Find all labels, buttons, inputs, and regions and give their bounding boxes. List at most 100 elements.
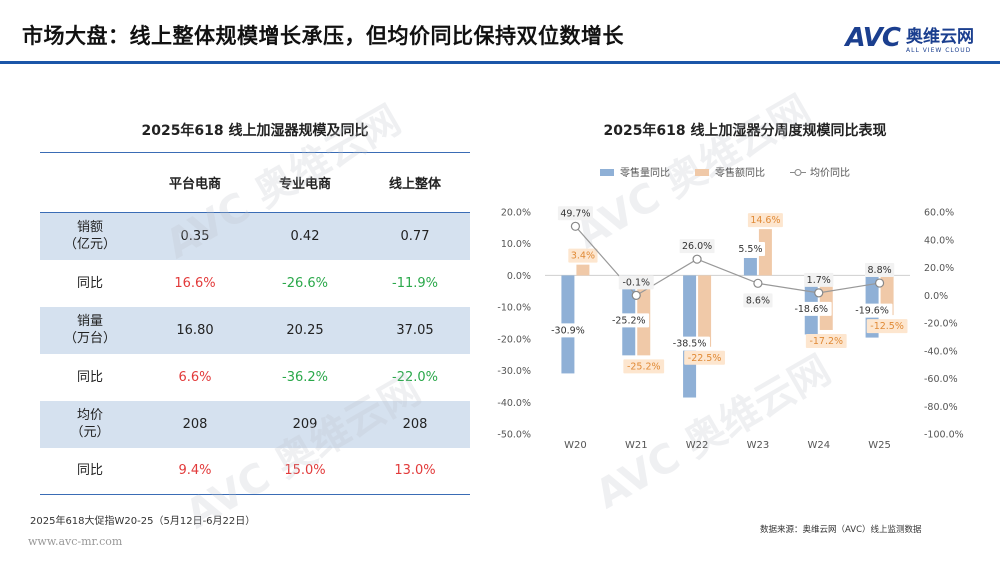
y-left-tick-label: -10.0% bbox=[497, 303, 531, 314]
bar-revenue-yoy bbox=[698, 275, 712, 347]
data-label-bg bbox=[568, 248, 598, 263]
table-row: 销额 （亿元） 0.35 0.42 0.77 bbox=[40, 212, 470, 260]
bar-revenue-yoy bbox=[758, 229, 772, 276]
legend-label: 零售量同比 bbox=[620, 166, 670, 179]
table-header-cell: 线上整体 bbox=[360, 152, 470, 213]
bar-revenue-yoy bbox=[576, 264, 590, 276]
table-cell: -11.9% bbox=[392, 275, 438, 291]
table-cell: -36.2% bbox=[282, 369, 328, 385]
data-label-revenue: -22.5% bbox=[688, 353, 722, 364]
data-label-revenue: -12.5% bbox=[870, 321, 904, 332]
row-label: 销量 （万台） bbox=[40, 306, 140, 354]
data-label-bg bbox=[805, 333, 847, 348]
table-cell: 209 bbox=[250, 400, 360, 448]
table-title: 2025年618 线上加湿器规模及同比 bbox=[141, 123, 369, 139]
row-label: 销额 （亿元） bbox=[40, 212, 140, 260]
table-cell: 208 bbox=[360, 400, 470, 448]
table-cell: 0.35 bbox=[140, 212, 250, 260]
bar-volume-yoy bbox=[683, 275, 697, 398]
table-cell: -22.0% bbox=[392, 369, 438, 385]
legend-swatch bbox=[600, 169, 614, 176]
data-label-bg bbox=[679, 239, 715, 254]
table-cell: 208 bbox=[140, 400, 250, 448]
weekly-yoy-chart: 零售量同比 零售额同比 均价同比 20.0% 10.0% 0.0% -10.0% -20.0%… bbox=[497, 166, 964, 451]
table-cell: 37.05 bbox=[360, 306, 470, 354]
data-label-volume: -18.6% bbox=[794, 304, 828, 315]
x-tick-label: W20 bbox=[564, 440, 587, 451]
row-label-main: 销量 bbox=[76, 314, 103, 329]
y-right-tick-label: 40.0% bbox=[924, 235, 954, 246]
table-header-cell: 平台电商 bbox=[140, 152, 250, 213]
data-label-revenue: -25.2% bbox=[627, 361, 661, 372]
row-label-unit: （元） bbox=[70, 425, 110, 440]
row-label: 均价 （元） bbox=[40, 400, 140, 448]
logo-mark: AVC bbox=[845, 23, 901, 53]
row-label: 同比 bbox=[40, 260, 140, 307]
data-label-avg-price: 26.0% bbox=[682, 241, 712, 252]
row-label-unit: （亿元） bbox=[63, 237, 116, 253]
bar-volume-yoy bbox=[743, 257, 757, 276]
data-label-bg bbox=[684, 350, 725, 365]
line-point bbox=[814, 288, 824, 298]
y-left-tick-label: 20.0% bbox=[501, 208, 531, 219]
x-tick-label: W25 bbox=[868, 440, 891, 451]
data-label-bg bbox=[790, 301, 832, 316]
data-label-avg-price: 8.6% bbox=[746, 295, 770, 306]
table-cell: 15.0% bbox=[250, 447, 360, 495]
data-label-bg bbox=[864, 263, 895, 278]
line-point bbox=[874, 278, 885, 288]
table-header-cell: 专业电商 bbox=[250, 152, 360, 213]
data-label-volume: 5.5% bbox=[738, 244, 762, 255]
y-right-tick-label: -100.0% bbox=[924, 430, 964, 441]
row-label-main: 销额 bbox=[76, 220, 103, 236]
page-title: 市场大盘：线上整体规模增长承压，但均价同比保持双位数增长 bbox=[22, 24, 624, 48]
footnote: 2025年618大促指W20-25（5月12日-6月22日） bbox=[30, 516, 256, 527]
data-label-avg-price: 49.7% bbox=[560, 208, 590, 219]
data-label-bg bbox=[669, 336, 710, 351]
avc-logo: AVC 奥维云网 ALL VIEW CLOUD bbox=[845, 22, 974, 54]
y-left-tick-label: -40.0% bbox=[497, 398, 531, 409]
row-label-main: 同比 bbox=[76, 369, 103, 385]
y-right-tick-label: 0.0% bbox=[924, 291, 948, 302]
data-label-volume: -19.6% bbox=[855, 306, 889, 317]
x-tick-label: W23 bbox=[747, 440, 770, 451]
y-right-tick-label: 60.0% bbox=[924, 208, 954, 219]
data-label-revenue: -17.2% bbox=[809, 336, 843, 347]
x-tick-label: W24 bbox=[807, 440, 830, 451]
table-header-cell bbox=[40, 152, 140, 213]
data-label-bg bbox=[547, 323, 589, 338]
summary-table: 平台电商 专业电商 线上整体 销额 （亿元） 0.35 0.42 0.77 同比 16.6%… bbox=[40, 152, 470, 495]
data-label-volume: -38.5% bbox=[673, 339, 707, 350]
table-cell: 6.6% bbox=[178, 369, 212, 385]
y-left-tick-label: -50.0% bbox=[497, 430, 531, 441]
data-source: 数据来源：奥维云网（AVC）线上监测数据 bbox=[760, 525, 922, 535]
data-label-bg bbox=[747, 213, 783, 228]
legend-label: 均价同比 bbox=[810, 167, 850, 179]
y-right-tick-label: 20.0% bbox=[924, 263, 954, 274]
data-label-bg bbox=[608, 313, 650, 328]
table-cell: 16.6% bbox=[174, 275, 216, 291]
data-label-bg bbox=[735, 241, 766, 256]
data-label-avg-price: 1.7% bbox=[807, 275, 831, 286]
row-label-unit: （万台） bbox=[63, 331, 116, 346]
data-label-revenue: 14.6% bbox=[750, 215, 780, 226]
data-label-bg bbox=[618, 275, 654, 290]
y-right-tick-label: -80.0% bbox=[924, 402, 958, 413]
data-label-volume: -25.2% bbox=[612, 315, 646, 326]
data-label-bg bbox=[851, 303, 893, 318]
table-row: 同比 6.6% -36.2% -22.0% bbox=[40, 354, 470, 401]
line-point bbox=[753, 278, 763, 288]
data-label-revenue: 3.4% bbox=[571, 251, 595, 262]
y-left-tick-label: 10.0% bbox=[501, 239, 531, 250]
y-right-tick-label: -20.0% bbox=[924, 319, 958, 330]
y-right-tick-label: -60.0% bbox=[924, 374, 958, 385]
data-label-bg bbox=[866, 319, 908, 334]
logo-en: ALL VIEW CLOUD bbox=[906, 47, 972, 54]
table-cell: 9.4% bbox=[140, 447, 250, 495]
row-label: 同比 bbox=[40, 354, 140, 401]
chart-title: 2025年618 线上加湿器分周度规模同比表现 bbox=[603, 123, 887, 139]
table-header-row: 平台电商 专业电商 线上整体 bbox=[40, 152, 470, 213]
data-label-bg bbox=[743, 293, 773, 308]
row-label-main: 同比 bbox=[76, 275, 103, 291]
line-point bbox=[631, 290, 641, 300]
